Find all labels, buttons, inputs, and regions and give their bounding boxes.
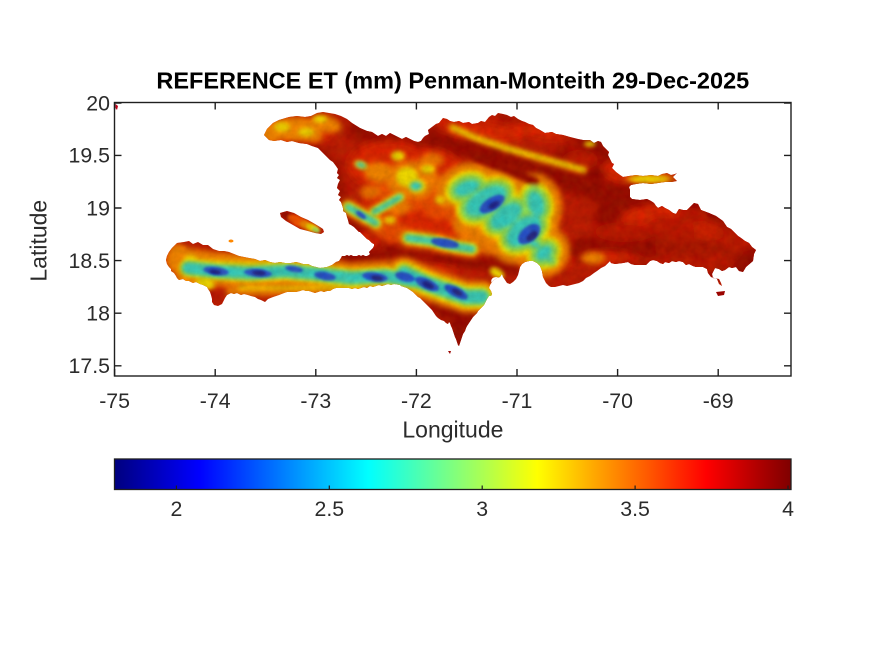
svg-text:18.5: 18.5 (69, 249, 110, 273)
svg-text:3: 3 (476, 497, 488, 521)
svg-text:-73: -73 (300, 389, 331, 413)
svg-text:19.5: 19.5 (69, 144, 110, 168)
svg-text:-74: -74 (200, 389, 231, 413)
svg-text:2: 2 (170, 497, 182, 521)
svg-text:-69: -69 (703, 389, 734, 413)
svg-text:REFERENCE ET (mm) Penman-Monte: REFERENCE ET (mm) Penman-Monteith 29-Dec… (156, 68, 749, 94)
svg-text:-75: -75 (99, 389, 130, 413)
svg-text:-71: -71 (502, 389, 533, 413)
svg-text:20: 20 (86, 91, 110, 115)
svg-text:Latitude: Latitude (26, 200, 52, 282)
svg-text:17.5: 17.5 (69, 354, 110, 378)
svg-text:Longitude: Longitude (402, 417, 503, 443)
svg-text:19: 19 (86, 196, 110, 220)
svg-text:2.5: 2.5 (314, 497, 344, 521)
svg-text:3.5: 3.5 (620, 497, 650, 521)
svg-text:4: 4 (782, 497, 794, 521)
svg-text:18: 18 (86, 302, 110, 326)
svg-text:-70: -70 (602, 389, 633, 413)
svg-text:-72: -72 (401, 389, 432, 413)
